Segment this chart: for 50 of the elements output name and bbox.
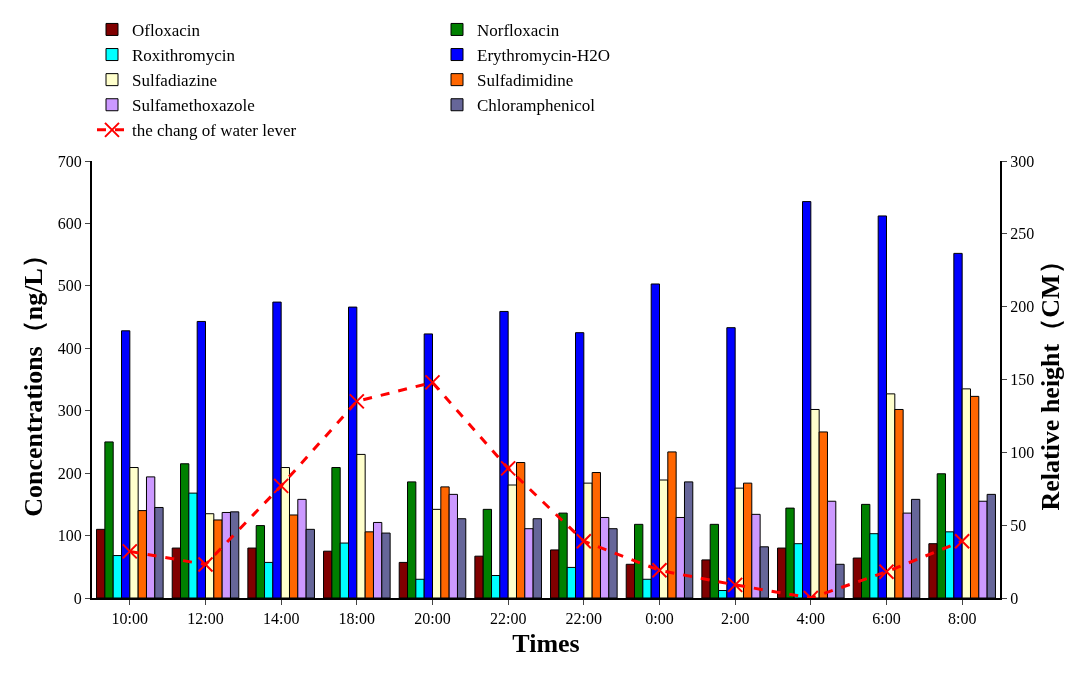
y-tick-label: 100 xyxy=(57,527,82,545)
x-tick-label: 10:00 xyxy=(111,610,149,628)
point xyxy=(121,543,138,560)
x-tick-label: 14:00 xyxy=(262,610,300,628)
point xyxy=(878,563,895,580)
x-tick-label: 0:00 xyxy=(645,610,674,628)
point xyxy=(651,562,668,579)
x-tick-label: 8:00 xyxy=(947,610,977,628)
legend-label: Erythromycin-H2O xyxy=(477,46,611,66)
y2-tick-label: 300 xyxy=(1010,152,1035,170)
point xyxy=(348,393,365,410)
y2-tick-label: 200 xyxy=(1010,298,1035,316)
point xyxy=(727,576,744,593)
x-axis-title: Times xyxy=(512,629,580,659)
legend-label: the chang of water lever xyxy=(132,121,297,141)
point xyxy=(500,460,517,477)
x-tick-label: 2:00 xyxy=(720,610,750,628)
y2-tick-label: 150 xyxy=(1010,371,1035,389)
point xyxy=(424,374,441,391)
y2-tick-label: 100 xyxy=(1010,443,1035,461)
y-tick-label: 0 xyxy=(73,589,82,607)
x-tick-label: 12:00 xyxy=(187,610,224,628)
point xyxy=(954,533,971,550)
legend-label: Roxithromycin xyxy=(132,46,236,66)
y-tick-label: 300 xyxy=(57,402,82,420)
legend-label: Chloramphenicol xyxy=(477,96,596,116)
x-tick-label: 4:00 xyxy=(796,610,826,628)
y-tick-label: 600 xyxy=(57,215,82,233)
y2-tick-label: 0 xyxy=(1010,589,1019,607)
legend-label: Sulfadiazine xyxy=(132,71,217,91)
x-tick-label: 6:00 xyxy=(872,610,901,628)
point xyxy=(273,477,290,494)
point xyxy=(197,556,214,573)
x-tick-label: 22:00 xyxy=(489,610,527,628)
x-tick-label: 18:00 xyxy=(338,610,376,628)
x-tick-label: 20:00 xyxy=(414,610,451,628)
y-tick-label: 400 xyxy=(57,339,82,357)
legend-label: Ofloxacin xyxy=(132,21,201,41)
y-tick-label: 500 xyxy=(57,277,82,295)
y2-tick-label: 50 xyxy=(1010,516,1027,534)
legend-label: Norfloxacin xyxy=(477,21,560,41)
point xyxy=(575,533,592,550)
legend-label: Sulfadimidine xyxy=(477,71,574,91)
y-tick-label: 700 xyxy=(57,152,82,170)
y2-tick-label: 250 xyxy=(1010,225,1035,243)
legend-label: Sulfamethoxazole xyxy=(132,96,255,116)
x-tick-label: 22:00 xyxy=(565,610,603,628)
y-tick-label: 200 xyxy=(57,464,82,482)
y-axis-title: Concentrations（ng/L） xyxy=(18,242,48,517)
y2-axis-title: Relative height（CM） xyxy=(1036,248,1066,511)
